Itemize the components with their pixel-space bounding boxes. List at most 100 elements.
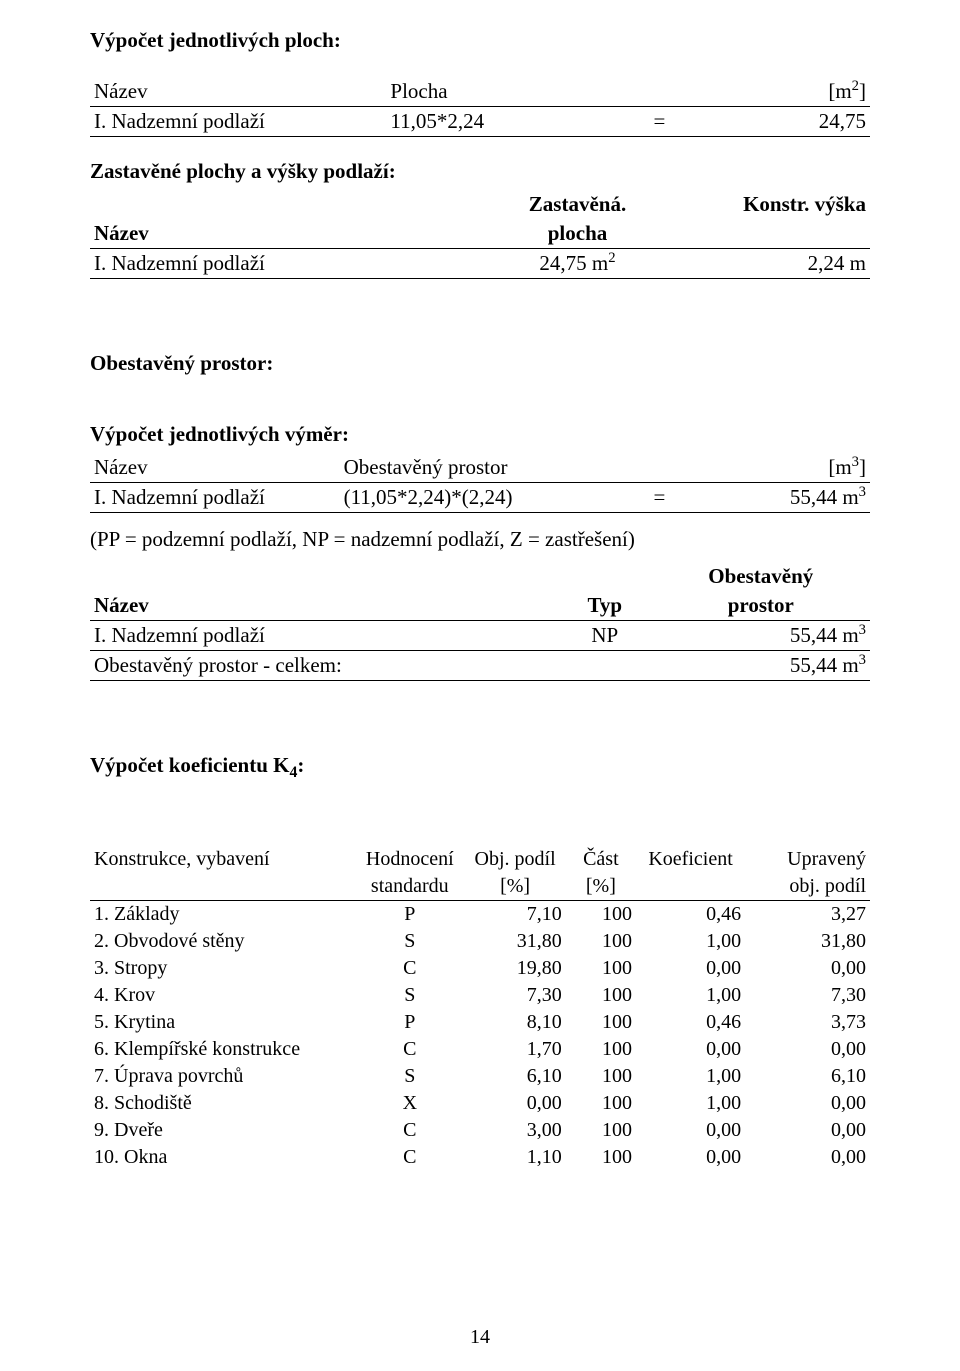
col-nazev-header: Název	[90, 562, 558, 621]
col-upraveny-header1: Upravený	[745, 846, 870, 873]
cell-cast: 100	[566, 1009, 636, 1036]
table-row: I. Nadzemní podlaží 24,75 m2 2,24 m	[90, 249, 870, 279]
cell-cast: 100	[566, 1117, 636, 1144]
table-vymer: Název Obestavěný prostor [m3] I. Nadzemn…	[90, 453, 870, 513]
cell-objpodil: 6,10	[464, 1063, 565, 1090]
cell-koef: 0,00	[636, 1117, 745, 1144]
cell-cast: 100	[566, 955, 636, 982]
cell-konstrukce: 10. Okna	[90, 1144, 355, 1171]
table-row: Název Typ Obestavěný	[90, 562, 870, 591]
cell-cast: 100	[566, 982, 636, 1009]
col-konstrukce-header1: Konstrukce, vybavení	[90, 846, 355, 873]
cell-hodnoceni: X	[355, 1090, 464, 1117]
cell-hodnoceni: P	[355, 1009, 464, 1036]
col-eq-header	[620, 77, 698, 107]
cell-konstrukce: 9. Dveře	[90, 1117, 355, 1144]
col-konstrukce-header2	[90, 873, 355, 901]
cell-koef: 1,00	[636, 982, 745, 1009]
cell-objpodil: 0,00	[464, 1090, 565, 1117]
col-hodnoceni-header2: standardu	[355, 873, 464, 901]
col-nazev-header: Název	[90, 77, 386, 107]
cell-objpodil: 1,70	[464, 1036, 565, 1063]
table-row: Konstrukce, vybavení Hodnocení Obj. podí…	[90, 846, 870, 873]
cell-objpodil: 7,10	[464, 901, 565, 929]
cell-koef: 0,00	[636, 955, 745, 982]
page-number: 14	[0, 1326, 960, 1349]
note-pp-np-z: (PP = podzemní podlaží, NP = nadzemní po…	[90, 527, 870, 552]
col-op-header2: prostor	[652, 591, 870, 621]
cell-val: 55,44 m3	[652, 651, 870, 681]
table-row: I. Nadzemní podlaží NP 55,44 m3	[90, 621, 870, 651]
table-row: I. Nadzemní podlaží (11,05*2,24)*(2,24) …	[90, 483, 870, 513]
cell-hodnoceni: S	[355, 1063, 464, 1090]
cell-objpodil: 7,30	[464, 982, 565, 1009]
cell-cast: 100	[566, 901, 636, 929]
table-row: Název Zastavěná. Konstr. výška	[90, 190, 870, 219]
cell-hodnoceni: S	[355, 982, 464, 1009]
cell-koef: 0,00	[636, 1144, 745, 1171]
cell-cast: 100	[566, 1144, 636, 1171]
col-eq-header	[620, 453, 698, 483]
cell-nazev: I. Nadzemní podlaží	[90, 249, 480, 279]
cell-hodnoceni: C	[355, 955, 464, 982]
table-zastavene: Název Zastavěná. Konstr. výška plocha I.…	[90, 190, 870, 279]
table-row: 7. Úprava povrchůS6,101001,006,10	[90, 1063, 870, 1090]
cell-objpodil: 1,10	[464, 1144, 565, 1171]
table-row: Obestavěný prostor - celkem: 55,44 m3	[90, 651, 870, 681]
table-row: 5. KrytinaP8,101000,463,73	[90, 1009, 870, 1036]
col-zast-header1: Zastavěná.	[480, 190, 675, 219]
cell-upraveny: 3,73	[745, 1009, 870, 1036]
table-row: Název Plocha [m2]	[90, 77, 870, 107]
cell-upraveny: 31,80	[745, 928, 870, 955]
col-unit-header: [m3]	[698, 453, 870, 483]
cell-hodnoceni: C	[355, 1144, 464, 1171]
col-koef-header1: Koeficient	[636, 846, 745, 873]
col-op-header1: Obestavěný	[652, 562, 870, 591]
cell-val: 24,75	[698, 107, 870, 137]
col-cast-header2: [%]	[566, 873, 636, 901]
cell-zast: 24,75 m2	[480, 249, 675, 279]
cell-objpodil: 19,80	[464, 955, 565, 982]
cell-upraveny: 0,00	[745, 955, 870, 982]
table-row: standardu [%] [%] obj. podíl	[90, 873, 870, 901]
cell-hodnoceni: C	[355, 1117, 464, 1144]
col-zast-header2: plocha	[480, 219, 675, 249]
cell-hodnoceni: P	[355, 901, 464, 929]
cell-koef: 1,00	[636, 928, 745, 955]
cell-eq: =	[620, 483, 698, 513]
cell-konstrukce: 3. Stropy	[90, 955, 355, 982]
cell-cast: 100	[566, 928, 636, 955]
heading-vymer: Výpočet jednotlivých výměr:	[90, 422, 870, 447]
table-k4: Konstrukce, vybavení Hodnocení Obj. podí…	[90, 846, 870, 1171]
cell-konstrukce: 1. Základy	[90, 901, 355, 929]
table-row: 4. KrovS7,301001,007,30	[90, 982, 870, 1009]
cell-hodnoceni: S	[355, 928, 464, 955]
cell-cast: 100	[566, 1090, 636, 1117]
cell-konstrukce: 6. Klempířské konstrukce	[90, 1036, 355, 1063]
cell-calc: 11,05*2,24	[386, 107, 620, 137]
table-plochy: Název Plocha [m2] I. Nadzemní podlaží 11…	[90, 77, 870, 137]
cell-calc: (11,05*2,24)*(2,24)	[340, 483, 621, 513]
col-objpodil-header1: Obj. podíl	[464, 846, 565, 873]
col-op-header: Obestavěný prostor	[340, 453, 621, 483]
table-row: 8. SchodištěX0,001001,000,00	[90, 1090, 870, 1117]
cell-typ	[558, 651, 652, 681]
table-row: 3. StropyC19,801000,000,00	[90, 955, 870, 982]
table-row: I. Nadzemní podlaží 11,05*2,24 = 24,75	[90, 107, 870, 137]
cell-konstr: 2,24 m	[675, 249, 870, 279]
page: Výpočet jednotlivých ploch: Název Plocha…	[0, 0, 960, 1371]
table-row: 10. OknaC1,101000,000,00	[90, 1144, 870, 1171]
col-cast-header1: Část	[566, 846, 636, 873]
cell-upraveny: 7,30	[745, 982, 870, 1009]
cell-upraveny: 0,00	[745, 1036, 870, 1063]
table-row: 2. Obvodové stěnyS31,801001,0031,80	[90, 928, 870, 955]
cell-konstrukce: 5. Krytina	[90, 1009, 355, 1036]
heading-obestaveny: Obestavěný prostor:	[90, 351, 870, 376]
heading-k4: Výpočet koeficientu K4:	[90, 753, 870, 778]
col-koef-header2	[636, 873, 745, 901]
cell-konstrukce: 7. Úprava povrchů	[90, 1063, 355, 1090]
col-nazev-header: Název	[90, 453, 340, 483]
col-hodnoceni-header1: Hodnocení	[355, 846, 464, 873]
col-upraveny-header2: obj. podíl	[745, 873, 870, 901]
cell-konstrukce: 4. Krov	[90, 982, 355, 1009]
